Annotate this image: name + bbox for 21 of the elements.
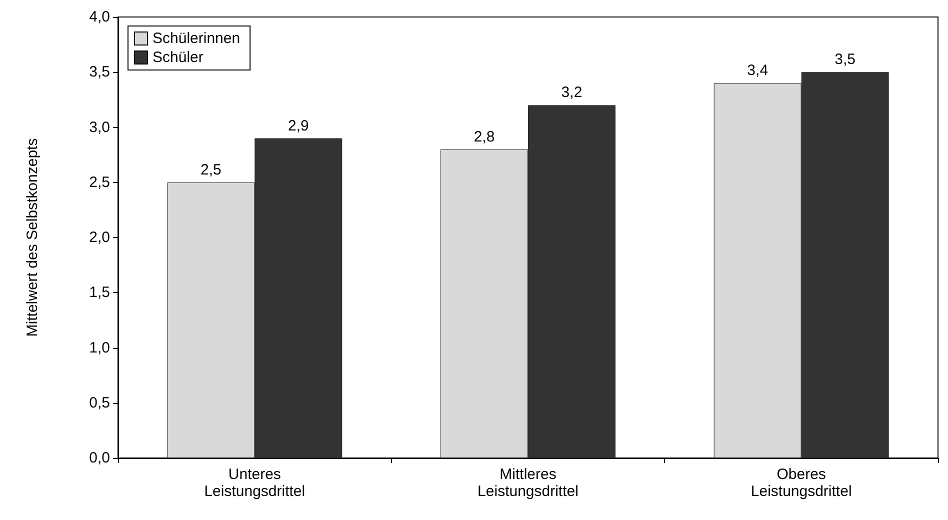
x-tick-label: Unteres Leistungsdrittel — [204, 466, 306, 500]
legend-label: Schüler — [152, 49, 204, 66]
y-tick-label: 1,0 — [89, 339, 110, 356]
y-tick-label: 1,5 — [89, 284, 110, 302]
x-tick-label: Oberes Leistungsdrittel — [750, 466, 852, 500]
y-tick-label: 2,5 — [89, 174, 110, 191]
y-tick-label: 3,5 — [89, 64, 110, 81]
data-label: 2,8 — [474, 128, 495, 146]
data-label: 3,2 — [561, 84, 582, 102]
y-tick-label: 0,0 — [89, 450, 110, 466]
data-label: 2,5 — [200, 161, 222, 178]
y-tick-label: 2,0 — [89, 229, 110, 246]
x-tick-label: Mittleres Leistungsdrittel — [478, 466, 578, 500]
y-tick-label: 0,5 — [89, 394, 110, 412]
legend-label: Schülerinnen — [152, 30, 240, 47]
y-tick-label: 4,0 — [89, 8, 110, 26]
data-label: 2,9 — [288, 117, 309, 134]
data-label: 3,5 — [834, 51, 856, 68]
y-tick-label: 3,0 — [89, 118, 110, 136]
data-label: 3,4 — [747, 62, 768, 80]
y-axis-title: Mittelwert des Selbstkonzepts — [24, 138, 41, 337]
